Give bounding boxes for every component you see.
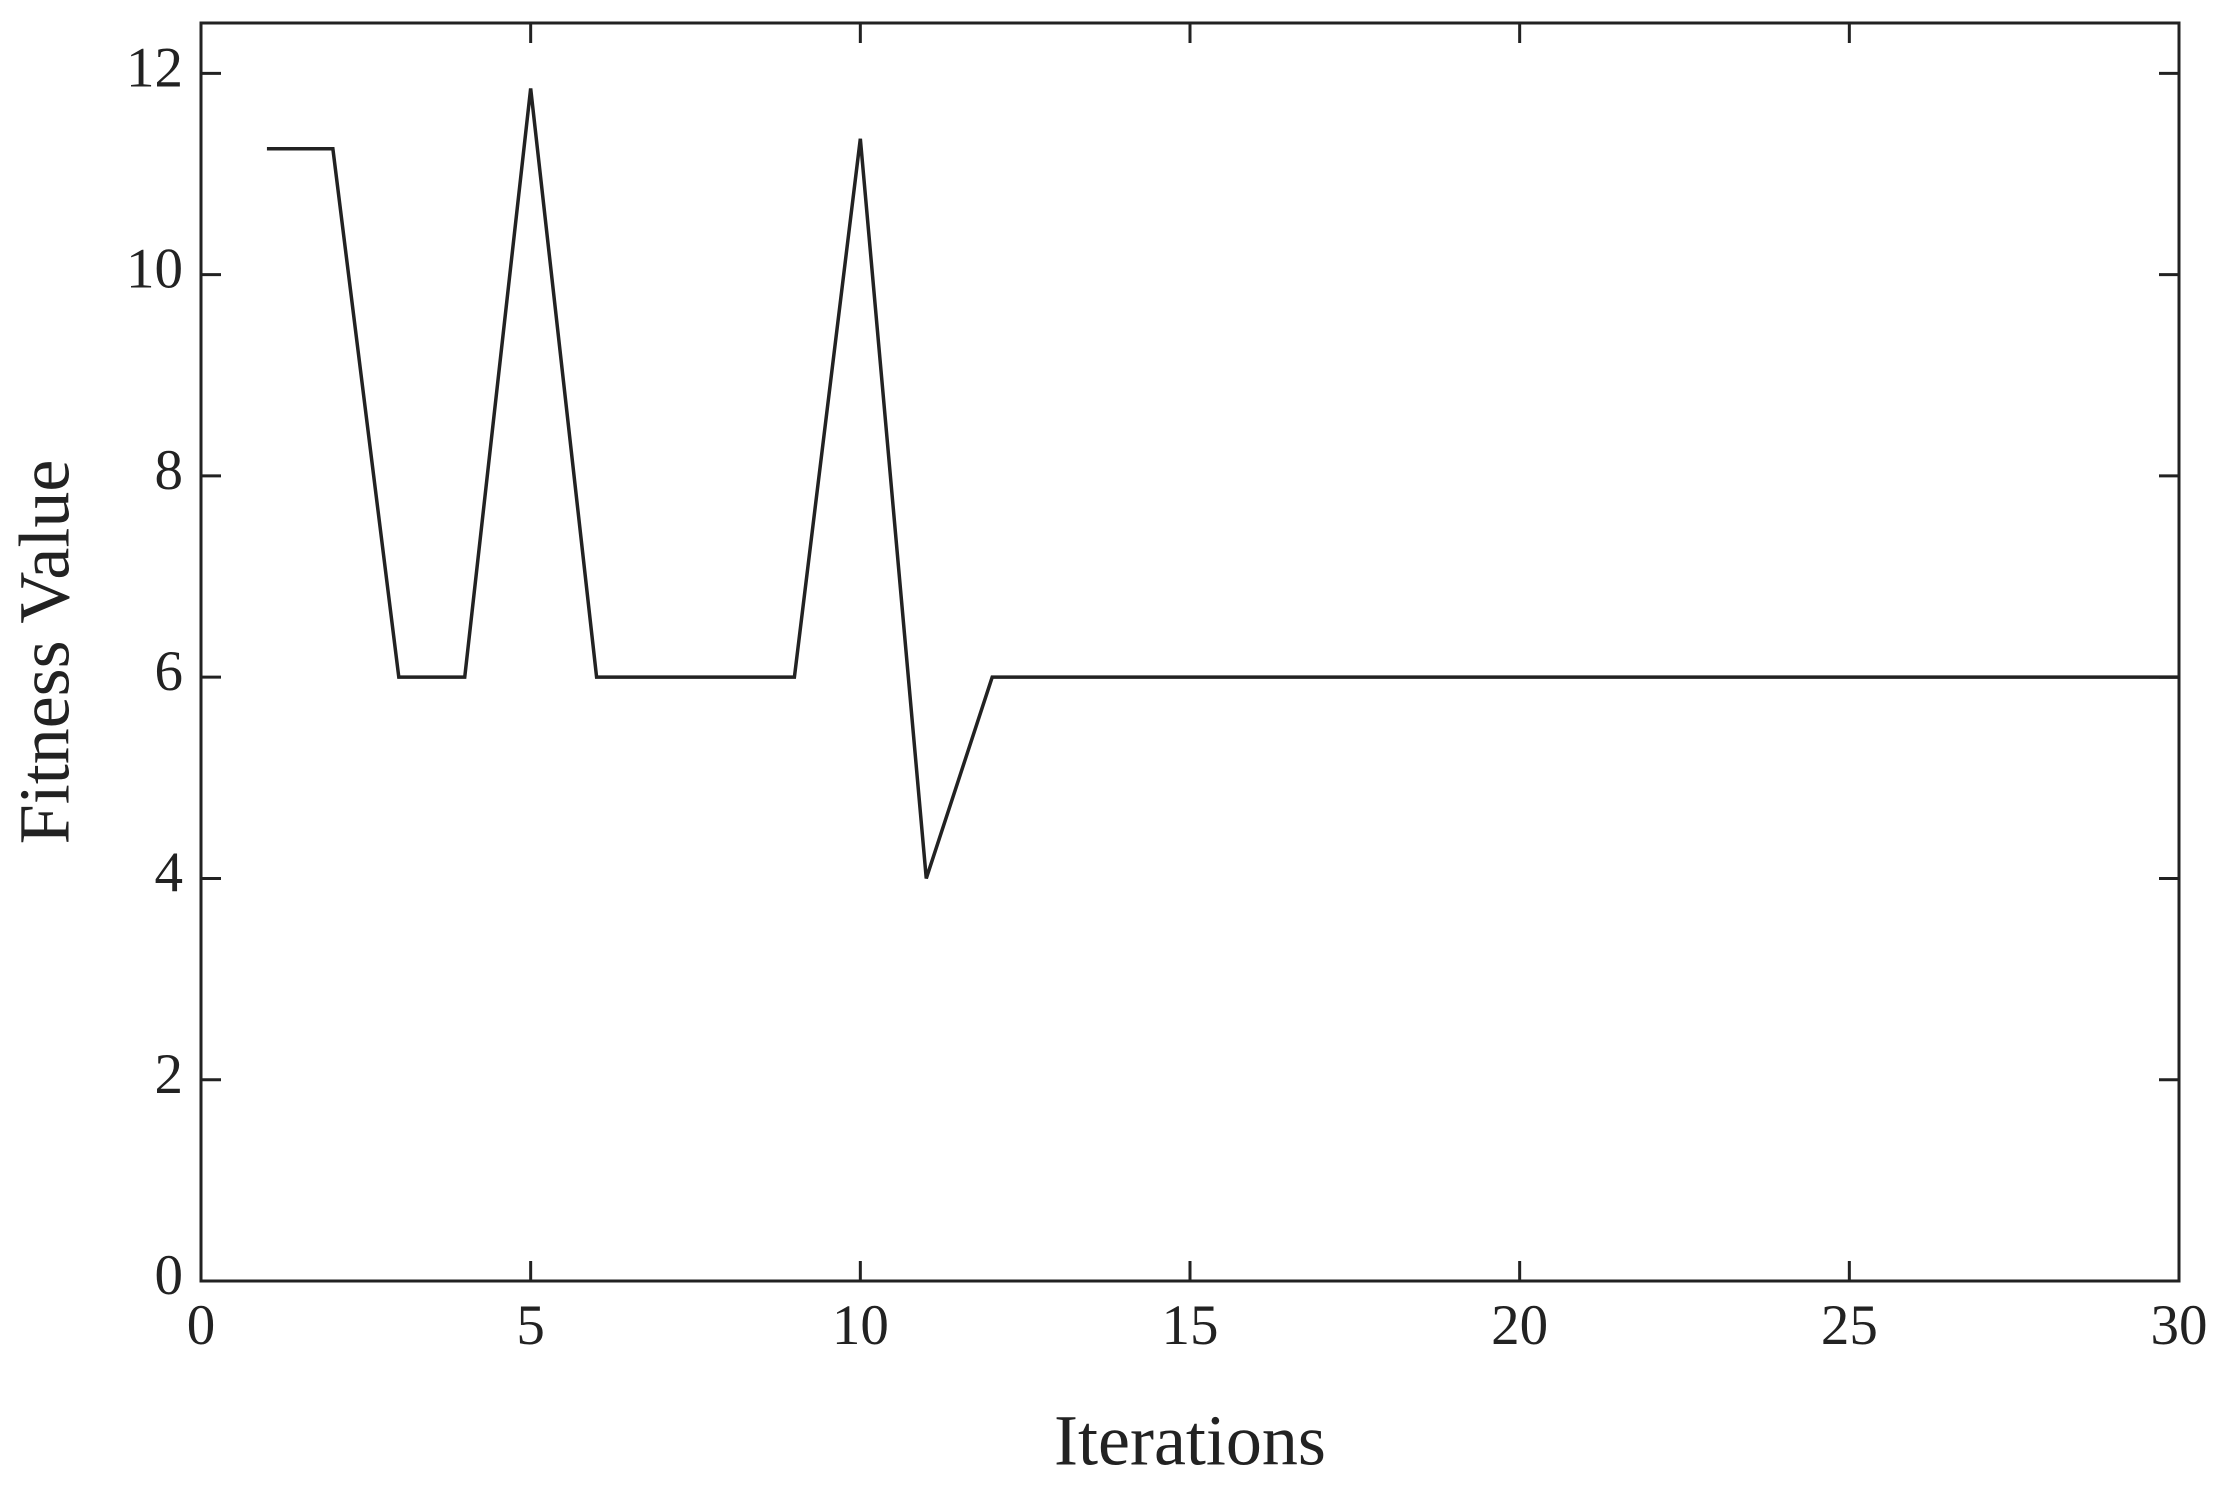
- y-tick-label: 10: [126, 238, 183, 301]
- x-axis-label: Iterations: [1054, 1401, 1326, 1481]
- y-tick-label: 0: [155, 1244, 184, 1307]
- x-tick-label: 0: [187, 1294, 216, 1357]
- x-tick-label: 15: [1162, 1294, 1219, 1357]
- data-line: [266, 88, 2179, 879]
- x-tick-label: 5: [516, 1294, 545, 1357]
- x-tick-label: 30: [2151, 1294, 2208, 1357]
- y-tick-label: 8: [155, 439, 184, 502]
- y-tick-label: 2: [155, 1043, 184, 1106]
- x-tick-label: 20: [1491, 1294, 1548, 1357]
- y-tick-label: 4: [155, 842, 184, 905]
- x-tick-label: 10: [832, 1294, 889, 1357]
- x-tick-label: 25: [1821, 1294, 1878, 1357]
- y-tick-label: 12: [126, 36, 183, 99]
- y-tick-label: 6: [155, 640, 184, 703]
- axes-box: [199, 21, 2181, 1283]
- y-axis-label: Fitness Value: [5, 460, 85, 845]
